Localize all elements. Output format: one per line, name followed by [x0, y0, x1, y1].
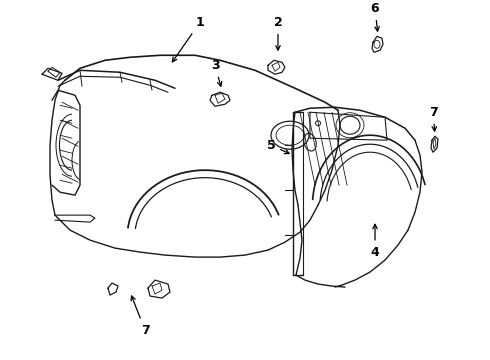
- Text: 5: 5: [267, 139, 289, 154]
- Text: 7: 7: [131, 296, 149, 337]
- Text: 1: 1: [172, 16, 204, 62]
- Text: 6: 6: [371, 2, 379, 31]
- Text: 2: 2: [273, 16, 282, 50]
- Text: 4: 4: [370, 224, 379, 258]
- Text: 7: 7: [429, 106, 438, 131]
- Text: 3: 3: [211, 59, 222, 86]
